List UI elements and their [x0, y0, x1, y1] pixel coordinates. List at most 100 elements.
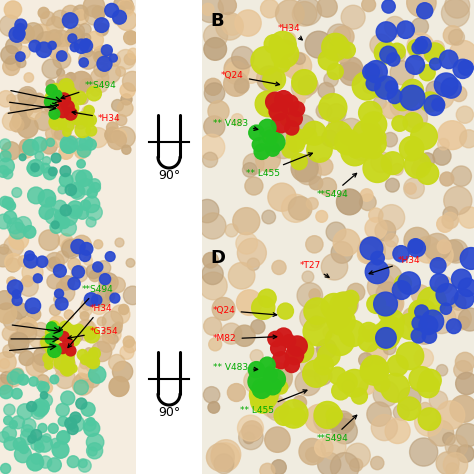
- Circle shape: [359, 322, 378, 342]
- Circle shape: [60, 205, 71, 216]
- Circle shape: [437, 216, 453, 232]
- Circle shape: [64, 108, 77, 120]
- Circle shape: [45, 96, 56, 108]
- Circle shape: [122, 72, 142, 91]
- Circle shape: [454, 361, 473, 379]
- Circle shape: [290, 101, 305, 117]
- Circle shape: [318, 453, 341, 474]
- Circle shape: [46, 84, 57, 96]
- Circle shape: [398, 272, 420, 294]
- Circle shape: [441, 78, 461, 98]
- Circle shape: [360, 237, 383, 260]
- Circle shape: [291, 155, 318, 182]
- Circle shape: [334, 295, 349, 310]
- Circle shape: [436, 401, 465, 429]
- Circle shape: [259, 127, 283, 152]
- Circle shape: [292, 76, 314, 99]
- Circle shape: [15, 321, 27, 333]
- Circle shape: [45, 334, 55, 344]
- Circle shape: [385, 419, 410, 444]
- Circle shape: [63, 338, 73, 349]
- Circle shape: [35, 152, 44, 160]
- Circle shape: [376, 22, 397, 42]
- Circle shape: [82, 39, 91, 48]
- Circle shape: [43, 156, 51, 165]
- Circle shape: [0, 245, 9, 255]
- Circle shape: [314, 401, 341, 428]
- Circle shape: [409, 300, 430, 321]
- Circle shape: [370, 129, 386, 145]
- Circle shape: [80, 250, 91, 262]
- Circle shape: [109, 376, 129, 396]
- Circle shape: [367, 343, 388, 365]
- Text: *H34: *H34: [369, 256, 420, 274]
- Circle shape: [433, 147, 451, 165]
- Circle shape: [252, 296, 275, 319]
- Circle shape: [85, 348, 93, 356]
- Circle shape: [8, 280, 23, 295]
- Circle shape: [16, 52, 25, 62]
- Circle shape: [5, 56, 20, 71]
- Circle shape: [401, 79, 423, 101]
- Circle shape: [36, 32, 57, 53]
- Circle shape: [52, 10, 70, 28]
- Circle shape: [25, 298, 41, 313]
- Circle shape: [11, 302, 28, 319]
- Circle shape: [274, 380, 288, 394]
- Circle shape: [55, 297, 68, 310]
- Circle shape: [456, 106, 474, 123]
- Circle shape: [4, 404, 15, 415]
- Circle shape: [359, 380, 374, 395]
- Circle shape: [237, 290, 262, 315]
- Circle shape: [46, 197, 55, 207]
- Circle shape: [419, 65, 435, 81]
- Circle shape: [337, 413, 355, 431]
- Circle shape: [221, 323, 242, 344]
- Circle shape: [366, 144, 382, 159]
- Circle shape: [65, 346, 76, 356]
- Circle shape: [251, 389, 274, 413]
- Circle shape: [2, 426, 17, 440]
- Circle shape: [263, 68, 285, 91]
- Circle shape: [3, 58, 20, 75]
- Circle shape: [284, 357, 299, 373]
- Circle shape: [54, 217, 65, 228]
- Circle shape: [45, 91, 60, 106]
- Circle shape: [49, 109, 60, 119]
- Circle shape: [424, 43, 445, 64]
- Circle shape: [266, 142, 280, 156]
- Circle shape: [326, 407, 342, 423]
- Circle shape: [355, 132, 381, 158]
- Circle shape: [458, 60, 474, 75]
- Circle shape: [72, 170, 86, 185]
- Circle shape: [328, 118, 343, 132]
- Circle shape: [59, 331, 69, 342]
- Circle shape: [413, 321, 437, 344]
- Circle shape: [90, 296, 109, 314]
- Circle shape: [248, 371, 270, 392]
- Circle shape: [31, 453, 42, 464]
- Circle shape: [432, 98, 445, 111]
- Circle shape: [94, 240, 103, 249]
- Circle shape: [101, 52, 111, 61]
- Circle shape: [318, 344, 340, 367]
- Circle shape: [233, 208, 260, 235]
- Circle shape: [46, 325, 60, 340]
- Circle shape: [329, 367, 346, 384]
- Circle shape: [78, 94, 88, 104]
- Circle shape: [117, 100, 133, 116]
- Circle shape: [19, 444, 28, 454]
- Circle shape: [330, 453, 359, 474]
- Circle shape: [50, 375, 59, 384]
- Circle shape: [61, 138, 76, 153]
- Circle shape: [86, 434, 104, 451]
- Circle shape: [86, 264, 101, 279]
- Circle shape: [78, 459, 87, 467]
- Circle shape: [49, 316, 65, 332]
- Circle shape: [295, 370, 321, 396]
- Circle shape: [4, 416, 13, 425]
- Circle shape: [346, 443, 370, 468]
- Circle shape: [259, 357, 275, 373]
- Circle shape: [67, 201, 83, 216]
- Circle shape: [41, 382, 53, 393]
